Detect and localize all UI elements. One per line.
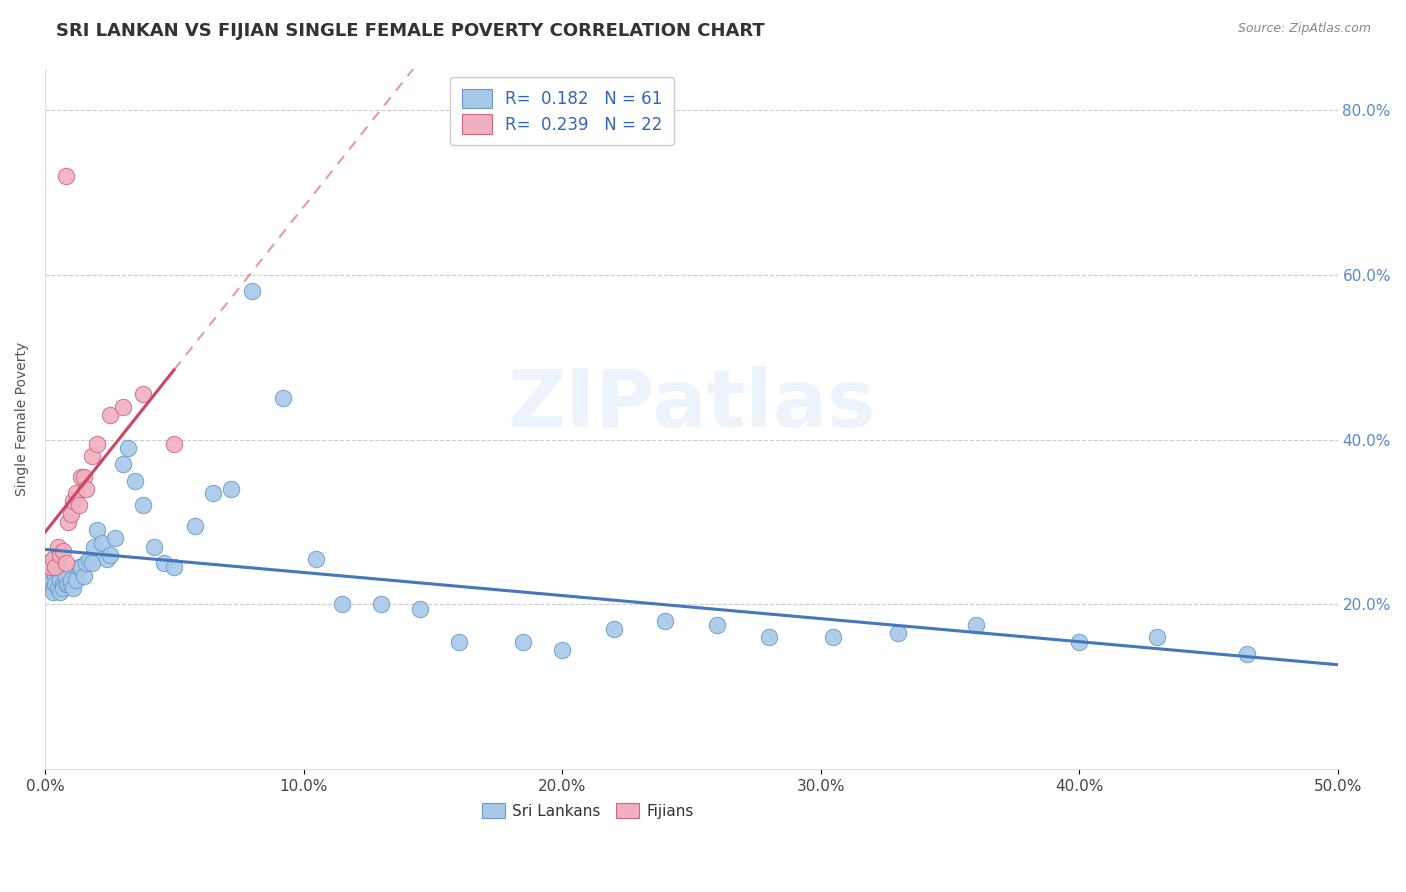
- Point: [271, 392, 294, 406]
- Point: [111, 457, 134, 471]
- Point: [67, 560, 90, 574]
- Point: [58, 515, 80, 529]
- Point: [1069, 634, 1091, 648]
- Point: [59, 576, 82, 591]
- Text: Source: ZipAtlas.com: Source: ZipAtlas.com: [1237, 22, 1371, 36]
- Point: [370, 598, 392, 612]
- Point: [70, 560, 93, 574]
- Point: [86, 436, 108, 450]
- Point: [132, 499, 155, 513]
- Point: [70, 469, 93, 483]
- Point: [96, 552, 118, 566]
- Point: [219, 482, 242, 496]
- Point: [49, 585, 72, 599]
- Point: [52, 544, 75, 558]
- Point: [55, 169, 77, 183]
- Point: [77, 552, 100, 566]
- Point: [65, 573, 87, 587]
- Point: [98, 408, 121, 422]
- Y-axis label: Single Female Poverty: Single Female Poverty: [15, 342, 30, 496]
- Point: [305, 552, 328, 566]
- Point: [142, 540, 165, 554]
- Point: [86, 523, 108, 537]
- Point: [163, 560, 186, 574]
- Point: [42, 585, 65, 599]
- Point: [330, 598, 353, 612]
- Point: [46, 560, 69, 574]
- Legend: Sri Lankans, Fijians: Sri Lankans, Fijians: [475, 797, 700, 825]
- Point: [90, 535, 112, 549]
- Point: [153, 556, 176, 570]
- Point: [1146, 631, 1168, 645]
- Point: [59, 573, 82, 587]
- Point: [62, 494, 84, 508]
- Point: [124, 474, 146, 488]
- Point: [75, 482, 97, 496]
- Point: [758, 631, 780, 645]
- Point: [59, 507, 82, 521]
- Point: [75, 556, 97, 570]
- Point: [58, 576, 80, 591]
- Point: [65, 486, 87, 500]
- Point: [55, 568, 77, 582]
- Point: [67, 499, 90, 513]
- Point: [73, 469, 96, 483]
- Text: ZIPatlas: ZIPatlas: [508, 366, 876, 444]
- Point: [184, 519, 207, 533]
- Point: [55, 556, 77, 570]
- Point: [44, 576, 66, 591]
- Point: [52, 581, 75, 595]
- Point: [49, 573, 72, 587]
- Point: [240, 284, 263, 298]
- Point: [39, 576, 62, 591]
- Point: [447, 634, 470, 648]
- Point: [42, 552, 65, 566]
- Point: [37, 568, 59, 582]
- Point: [44, 568, 66, 582]
- Point: [98, 548, 121, 562]
- Point: [163, 436, 186, 450]
- Point: [887, 626, 910, 640]
- Point: [202, 486, 225, 500]
- Point: [409, 601, 432, 615]
- Point: [73, 568, 96, 582]
- Point: [104, 532, 127, 546]
- Point: [1236, 647, 1258, 661]
- Point: [551, 642, 574, 657]
- Point: [37, 556, 59, 570]
- Text: SRI LANKAN VS FIJIAN SINGLE FEMALE POVERTY CORRELATION CHART: SRI LANKAN VS FIJIAN SINGLE FEMALE POVER…: [56, 22, 765, 40]
- Point: [80, 556, 103, 570]
- Point: [49, 548, 72, 562]
- Point: [42, 581, 65, 595]
- Point: [55, 576, 77, 591]
- Point: [117, 441, 139, 455]
- Point: [46, 581, 69, 595]
- Point: [80, 449, 103, 463]
- Point: [603, 622, 626, 636]
- Point: [44, 560, 66, 574]
- Point: [62, 581, 84, 595]
- Point: [512, 634, 534, 648]
- Point: [706, 618, 728, 632]
- Point: [83, 540, 105, 554]
- Point: [132, 387, 155, 401]
- Point: [39, 560, 62, 574]
- Point: [39, 573, 62, 587]
- Point: [823, 631, 845, 645]
- Point: [52, 576, 75, 591]
- Point: [965, 618, 987, 632]
- Point: [111, 400, 134, 414]
- Point: [46, 540, 69, 554]
- Point: [654, 614, 676, 628]
